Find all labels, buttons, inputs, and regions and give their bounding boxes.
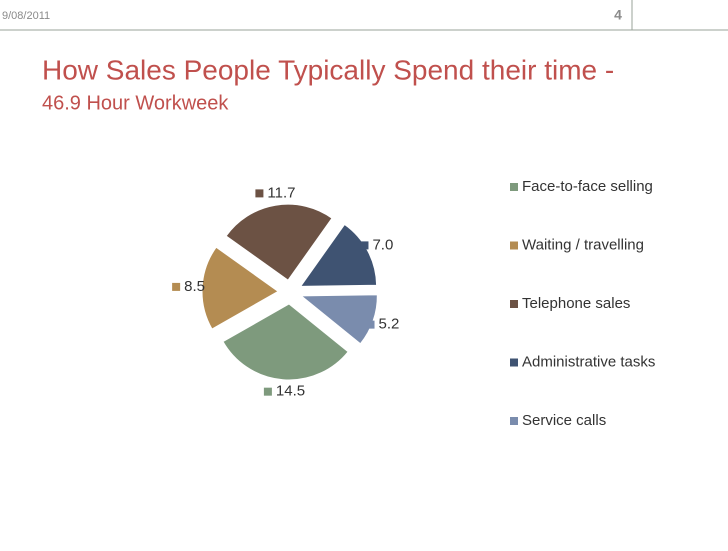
pie-slice <box>225 203 333 281</box>
slide-title: How Sales People Typically Spend their t… <box>42 54 614 85</box>
legend-swatch <box>510 358 518 367</box>
label-swatch <box>255 189 264 198</box>
label-swatch <box>366 320 375 329</box>
legend-label: Face-to-face selling <box>522 178 653 195</box>
pie-slice <box>222 303 349 381</box>
slide-subtitle: 46.9 Hour Workweek <box>42 92 229 114</box>
data-label: 5.2 <box>379 316 400 333</box>
label-swatch <box>263 387 272 396</box>
legend-label: Administrative tasks <box>522 353 655 370</box>
legend-swatch <box>510 300 518 308</box>
legend-swatch <box>510 241 518 250</box>
legend-swatch <box>510 417 518 425</box>
data-label: 8.5 <box>184 278 205 295</box>
label-swatch <box>172 282 181 291</box>
legend-label: Waiting / travelling <box>522 236 644 253</box>
pie-slice <box>299 223 378 287</box>
legend-swatch <box>510 183 518 191</box>
label-swatch <box>360 241 369 250</box>
page-number: 4 <box>614 7 622 23</box>
data-label: 14.5 <box>276 383 305 400</box>
legend-label: Telephone sales <box>522 295 630 312</box>
slide-date: 9/08/2011 <box>2 10 50 22</box>
legend-label: Service calls <box>522 412 606 429</box>
pie-slice <box>201 246 279 330</box>
data-label: 11.7 <box>267 184 295 201</box>
data-label: 7.0 <box>372 236 393 253</box>
